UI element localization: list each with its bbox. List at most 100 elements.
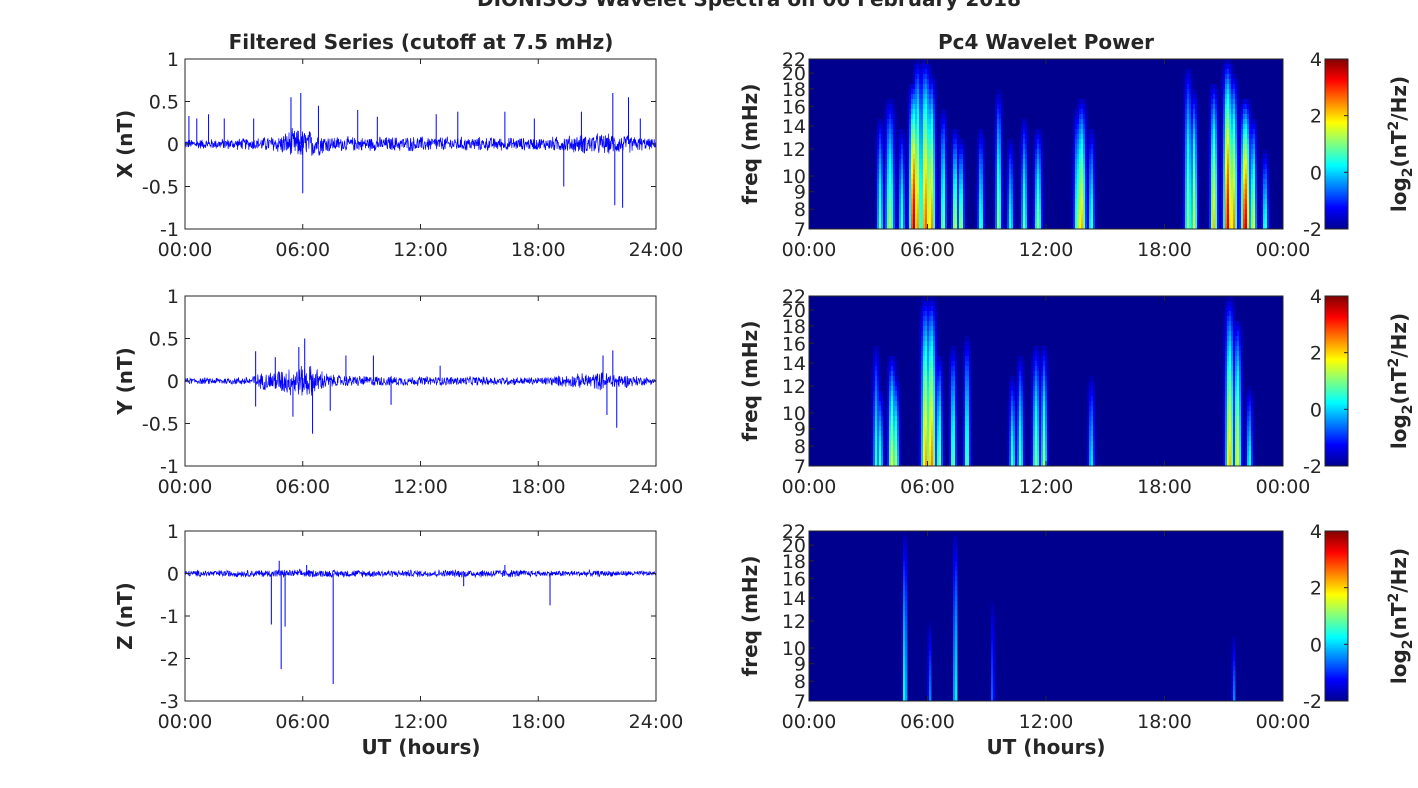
heatmap-cell <box>1251 199 1254 205</box>
heatmap-cell <box>961 199 964 205</box>
heatmap-cell <box>1247 174 1250 180</box>
heatmap-cell <box>907 189 910 195</box>
heatmap-cell <box>1237 109 1240 115</box>
heatmap-cell <box>897 396 900 402</box>
heatmap-cell <box>979 219 982 225</box>
heatmap-cell <box>1091 149 1094 155</box>
heatmap-cell <box>921 144 924 150</box>
heatmap-cell <box>941 391 944 397</box>
heatmap-cell <box>1227 421 1230 427</box>
heatmap-cell <box>1093 144 1096 150</box>
heatmap-cell <box>1189 129 1192 135</box>
heatmap-cell <box>943 209 946 215</box>
heatmap-cell <box>1021 446 1024 452</box>
heatmap-cell <box>1229 104 1232 110</box>
heatmap-cell <box>1087 446 1090 452</box>
heatmap-cell <box>1207 179 1210 185</box>
heatmap-cell <box>1231 154 1234 160</box>
heatmap-cell <box>875 421 878 427</box>
heatmap-cell <box>933 331 936 337</box>
heatmap-cell <box>1241 109 1244 115</box>
heatmap-cell <box>1197 164 1200 170</box>
heatmap-cell <box>919 436 922 442</box>
heatmap-cell <box>1009 421 1012 427</box>
heatmap-cell <box>913 194 916 200</box>
heatmap-cell <box>999 114 1002 120</box>
heatmap-cell <box>1227 169 1230 175</box>
heatmap-cell <box>1077 169 1080 175</box>
heatmap-cell <box>923 149 926 155</box>
heatmap-cell <box>1241 164 1244 170</box>
heatmap-cell <box>941 129 944 135</box>
heatmap-cell <box>921 139 924 145</box>
heatmap-cell <box>1223 129 1226 135</box>
heatmap-cell <box>951 446 954 452</box>
heatmap-cell <box>1237 204 1240 210</box>
heatmap-cell <box>1041 346 1044 352</box>
heatmap-cell <box>993 199 996 205</box>
heatmap-cell <box>1235 406 1238 412</box>
heatmap-cell <box>877 431 880 437</box>
heatmap-cell <box>923 431 926 437</box>
heatmap-cell <box>1249 154 1252 160</box>
heatmap-cell <box>911 214 914 220</box>
heatmap-cell <box>1239 411 1242 417</box>
heatmap-cell <box>1013 219 1016 225</box>
heatmap-cell <box>1087 184 1090 190</box>
heatmap-cell <box>1187 139 1190 145</box>
heatmap-cell <box>921 441 924 447</box>
heatmap-cell <box>1005 184 1008 190</box>
heatmap-cell <box>947 179 950 185</box>
heatmap-cell <box>959 159 962 165</box>
heatmap-cell <box>907 159 910 165</box>
heatmap-cell <box>935 89 938 95</box>
heatmap-cell <box>1077 104 1080 110</box>
heatmap-cell <box>1093 219 1096 225</box>
heatmap-cell <box>903 174 906 180</box>
heatmap-cell <box>1235 199 1238 205</box>
heatmap-cell <box>1215 204 1218 210</box>
heatmap-cell <box>1219 219 1222 225</box>
heatmap-cell <box>937 331 940 337</box>
heatmap-cell <box>1231 129 1234 135</box>
heatmap-cell <box>1095 436 1098 442</box>
heatmap-cell <box>1181 204 1184 210</box>
heatmap-cell <box>1233 89 1236 95</box>
heatmap-cell <box>1247 154 1250 160</box>
heatmap-cell <box>1189 219 1192 225</box>
heatmap-cell <box>913 224 916 230</box>
heatmap-cell <box>1229 456 1232 462</box>
heatmap-cell <box>977 139 980 145</box>
heatmap-cell <box>951 154 954 160</box>
heatmap-cell <box>1231 109 1234 115</box>
heatmap-cell <box>963 391 966 397</box>
heatmap-cell <box>993 174 996 180</box>
heatmap-cell <box>1197 214 1200 220</box>
heatmap-cell <box>969 341 972 347</box>
heatmap-cell <box>1181 224 1184 230</box>
heatmap-cell <box>923 129 926 135</box>
heatmap-cell <box>935 119 938 125</box>
heatmap-cell <box>939 164 942 170</box>
heatmap-cell <box>909 219 912 225</box>
heatmap-cell <box>1023 381 1026 387</box>
heatmap-cell <box>965 356 968 362</box>
heatmap-cell <box>1013 376 1016 382</box>
heatmap-cell <box>887 446 890 452</box>
heatmap-cell <box>1253 194 1256 200</box>
heatmap-cell <box>1017 446 1020 452</box>
heatmap-cell <box>909 89 912 95</box>
heatmap-cell <box>915 99 918 105</box>
freq-tick-label: 7 <box>794 219 806 241</box>
heatmap-cell <box>981 209 984 215</box>
heatmap-cell <box>899 174 902 180</box>
heatmap-cell <box>1011 446 1014 452</box>
heatmap-cell <box>1225 124 1228 130</box>
heatmap-cell <box>913 99 916 105</box>
heatmap-cell <box>953 346 956 352</box>
heatmap-cell <box>877 179 880 185</box>
heatmap-cell <box>1223 341 1226 347</box>
heatmap-cell <box>1023 189 1026 195</box>
heatmap-cell <box>1233 209 1236 215</box>
heatmap-cell <box>937 456 940 462</box>
